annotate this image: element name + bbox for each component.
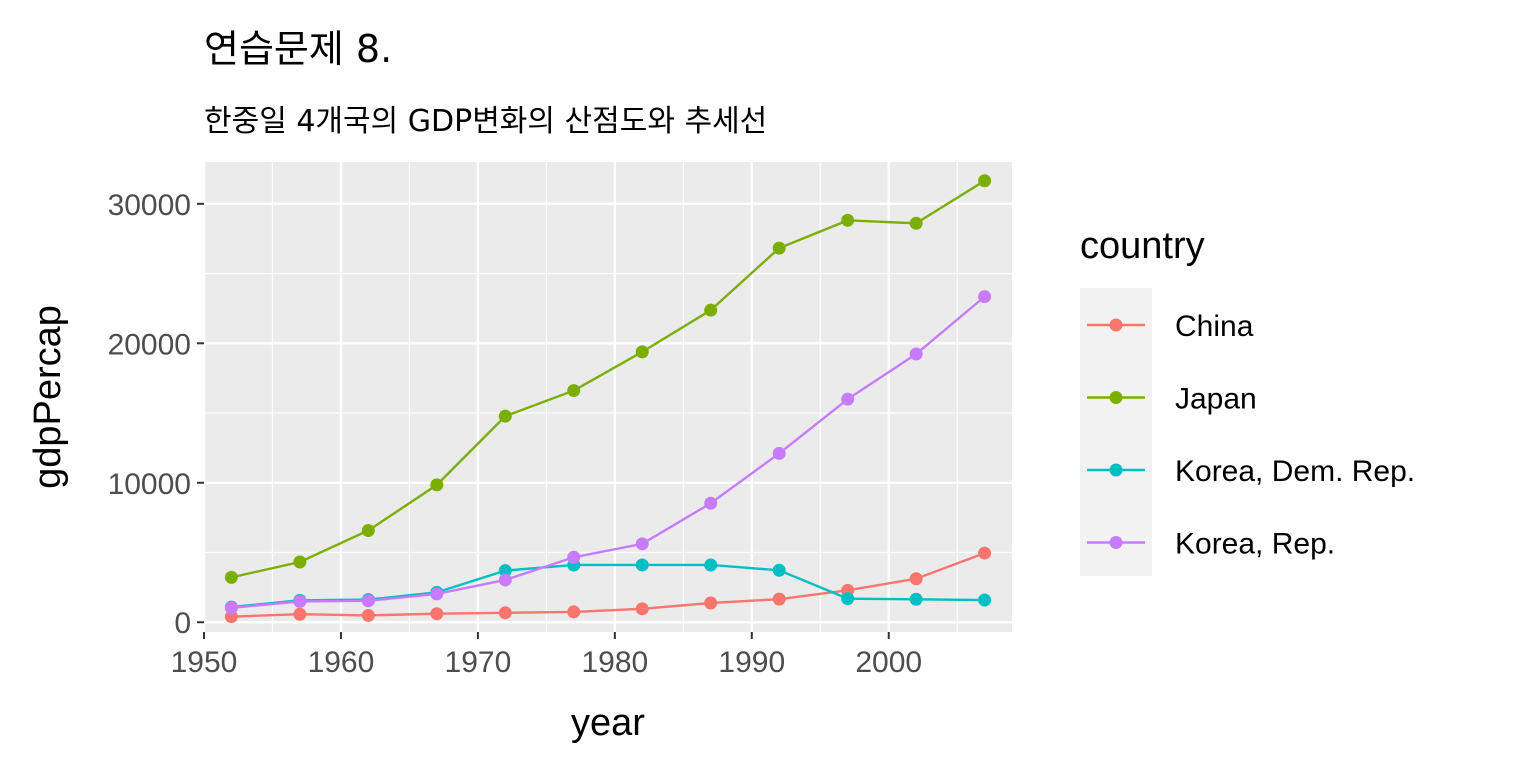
data-point-korea-rep: [841, 392, 855, 406]
data-point-china: [567, 605, 581, 619]
series-line-china: [231, 551, 986, 618]
data-point-korea-rep: [567, 550, 581, 564]
data-point-korea-rep: [704, 496, 718, 510]
data-point-japan: [704, 303, 718, 317]
data-point-korea-rep: [430, 587, 444, 601]
data-point-korea-rep: [772, 446, 786, 460]
legend-label-korea-dem-rep: Korea, Dem. Rep.: [1175, 455, 1415, 488]
data-point-japan: [841, 213, 855, 227]
data-point-china: [430, 607, 444, 621]
data-point-china: [772, 592, 786, 606]
plot-panel: [204, 162, 1012, 632]
data-point-korea-rep: [978, 290, 992, 304]
data-point-japan: [909, 216, 923, 230]
data-point-korea-dem-rep: [841, 592, 855, 606]
data-point-korea-rep: [293, 594, 307, 608]
data-point-korea-dem-rep: [635, 558, 649, 572]
legend-key-background: [1080, 288, 1152, 576]
x-tick-label: 1960: [308, 646, 375, 679]
data-point-japan: [293, 555, 307, 569]
legend-label-japan: Japan: [1175, 383, 1257, 416]
data-point-korea-rep: [224, 601, 238, 615]
data-point-china: [704, 596, 718, 610]
legend-key-point-japan: [1109, 391, 1123, 404]
data-point-korea-rep: [909, 347, 923, 361]
y-tick-label: 20000: [108, 328, 191, 361]
y-tick-label: 10000: [108, 468, 191, 501]
x-tick-label: 1990: [718, 646, 785, 679]
data-point-japan: [772, 241, 786, 255]
data-point-china: [498, 606, 512, 620]
data-point-china: [361, 608, 375, 622]
x-tick-label: 1970: [445, 646, 512, 679]
x-tick-label: 2000: [855, 646, 922, 679]
data-point-korea-dem-rep: [704, 558, 718, 572]
chart-subtitle: 한중일 4개국의 GDP변화의 산점도와 추세선: [204, 104, 767, 139]
series-layer: [224, 174, 992, 624]
legend-key-point-korea-rep: [1109, 536, 1123, 549]
series-line-korea-rep: [231, 295, 986, 610]
x-tick-label: 1980: [581, 646, 648, 679]
x-tick-label: 1950: [171, 646, 238, 679]
data-point-japan: [978, 174, 992, 188]
legend-label-china: China: [1175, 310, 1254, 343]
y-axis-title: gdpPercap: [27, 305, 69, 489]
major-gridlines: [202, 162, 1012, 632]
chart-title: 연습문제 8.: [204, 27, 392, 71]
legend-title: country: [1080, 225, 1205, 267]
data-point-korea-dem-rep: [772, 563, 786, 577]
data-point-korea-rep: [498, 573, 512, 587]
data-point-japan: [361, 524, 375, 538]
y-axis: 0 10000 20000 30000: [108, 189, 204, 640]
minor-gridlines: [204, 162, 1012, 632]
data-point-korea-dem-rep: [909, 592, 923, 606]
data-point-china: [978, 546, 992, 560]
x-axis: 1950 1960 1970 1980 1990 2000: [171, 632, 922, 679]
series-line-japan: [231, 179, 986, 579]
legend-items: China Japan Korea, Dem. Rep. Korea, Rep.: [1080, 288, 1415, 576]
data-point-japan: [430, 478, 444, 492]
data-point-china: [909, 572, 923, 586]
data-point-japan: [635, 345, 649, 359]
y-tick-label: 0: [174, 607, 191, 640]
data-point-korea-rep: [361, 594, 375, 608]
legend: country China Japan Korea, Dem. Rep. Korea,…: [1080, 225, 1415, 576]
data-point-japan: [224, 570, 238, 584]
legend-label-korea-rep: Korea, Rep.: [1175, 528, 1335, 561]
data-point-japan: [567, 384, 581, 398]
data-point-china: [293, 607, 307, 621]
x-axis-title: year: [571, 702, 645, 744]
data-point-korea-dem-rep: [978, 593, 992, 607]
y-tick-label: 30000: [108, 189, 191, 222]
data-point-korea-dem-rep: [498, 564, 512, 578]
legend-key-point-korea-dem-rep: [1109, 463, 1123, 477]
data-point-japan: [498, 409, 512, 423]
data-point-korea-rep: [635, 537, 649, 551]
legend-key-point-china: [1109, 318, 1123, 332]
data-point-china: [635, 602, 649, 616]
